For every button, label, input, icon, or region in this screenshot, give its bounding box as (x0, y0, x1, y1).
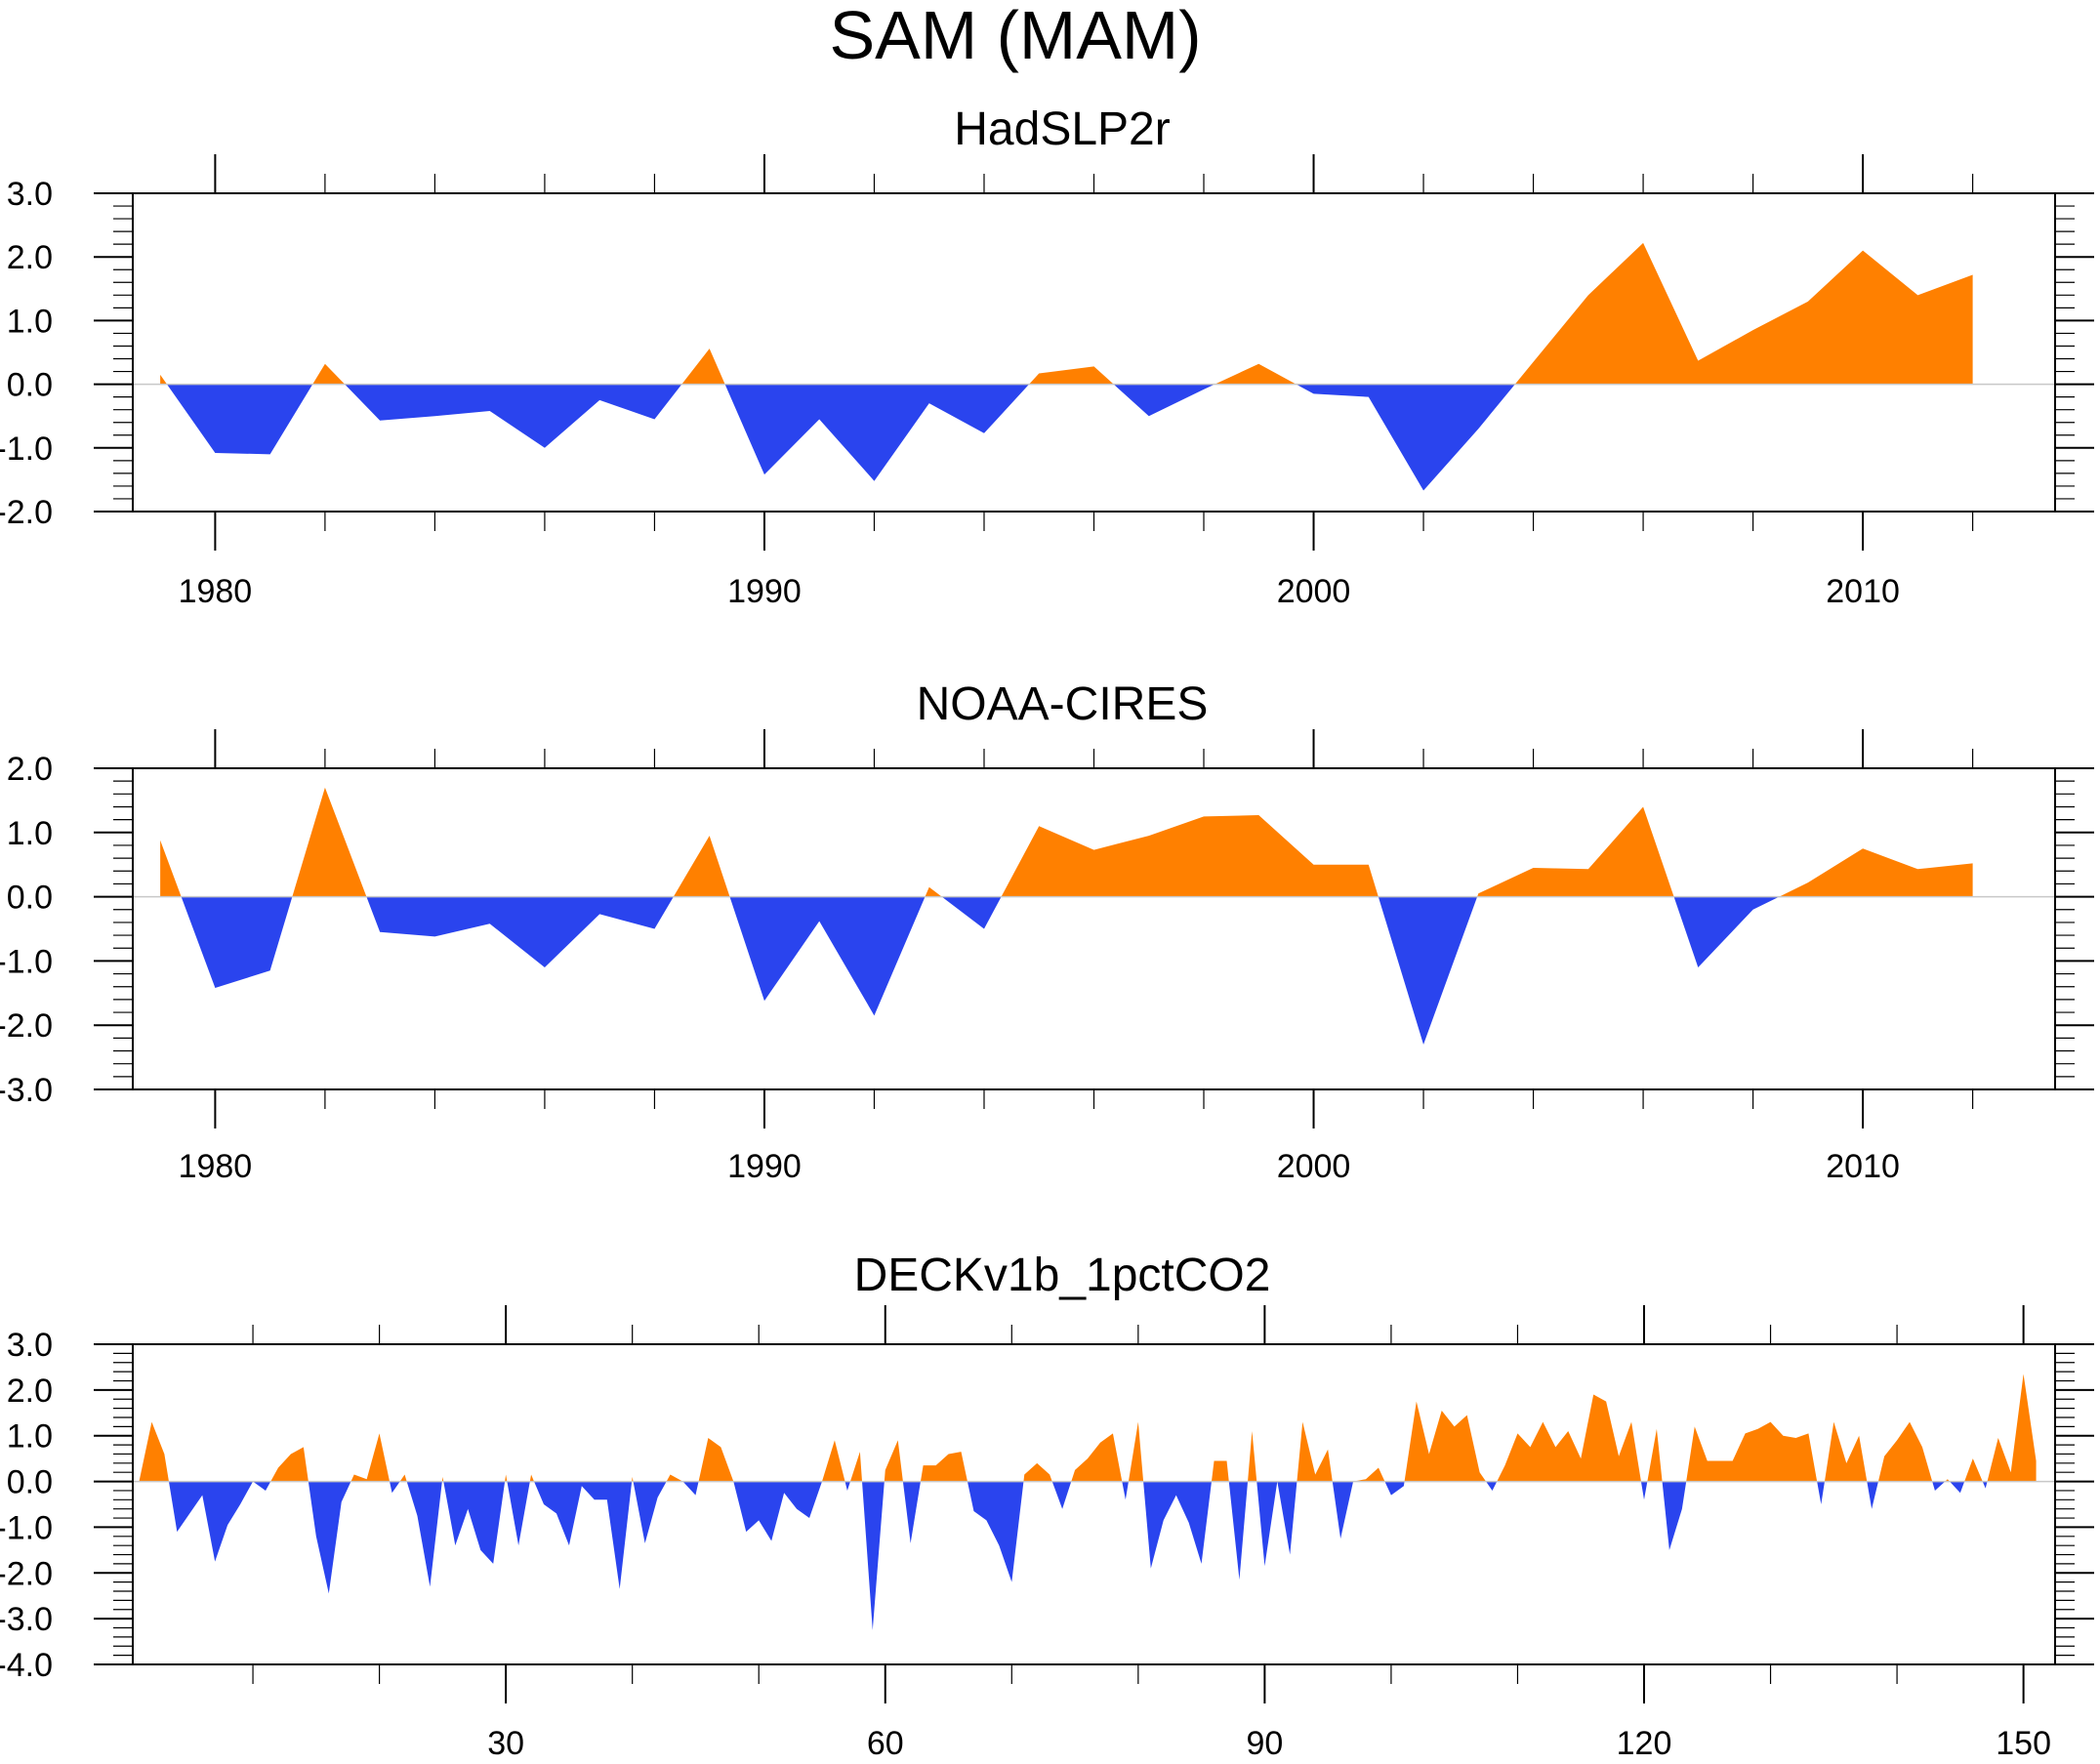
panel-title: NOAA-CIRES (917, 678, 1209, 730)
y-tick-label: 1.0 (7, 303, 53, 340)
y-tick-label: -1.0 (0, 1509, 53, 1546)
y-axis: 2.0 1.0 0.0 -1.0 -2.0 -3.0 (0, 751, 2094, 1109)
positive-area (139, 1374, 2037, 1482)
area-series (160, 242, 1973, 491)
x-tick-label: 1980 (179, 573, 253, 610)
x-tick-label: 2000 (1277, 573, 1351, 610)
y-tick-label: -3.0 (0, 1601, 53, 1638)
x-tick-label: 1980 (179, 1148, 253, 1185)
y-axis: 3.0 2.0 1.0 0.0 -1.0 -2.0 (0, 176, 2094, 531)
y-tick-label: 2.0 (7, 1373, 53, 1410)
y-tick-label: 0.0 (7, 1464, 53, 1501)
x-axis: 30 60 90 120 150 (252, 1305, 2051, 1762)
negative-area (139, 1481, 2037, 1630)
x-axis: 1980 1990 2000 2010 (179, 729, 1974, 1185)
y-tick-label: -2.0 (0, 1007, 53, 1045)
y-tick-label: 3.0 (7, 176, 53, 213)
x-tick-label: 2000 (1277, 1148, 1351, 1185)
y-tick-label: 0.0 (7, 880, 53, 917)
x-tick-label: 1990 (727, 1148, 802, 1185)
y-tick-label: -1.0 (0, 943, 53, 980)
panel-title: DECKv1b_1pctCO2 (854, 1250, 1271, 1301)
x-tick-label: 90 (1246, 1725, 1283, 1762)
y-tick-label: -2.0 (0, 494, 53, 531)
y-tick-label: -4.0 (0, 1647, 53, 1684)
panel-hadslp2r: HadSLP2r 3.0 2.0 1.0 0.0 -1.0 -2.0 1980 1990 20… (0, 103, 2094, 610)
area-series (139, 1374, 2037, 1630)
panel-deckv1b-1pctco2: DECKv1b_1pctCO2 3.0 2.0 1.0 0.0 -1.0 -2.0 -3.0… (0, 1250, 2094, 1762)
y-tick-label: 3.0 (7, 1327, 53, 1364)
y-tick-label: -1.0 (0, 431, 53, 468)
panel-title: HadSLP2r (954, 103, 1170, 155)
positive-area (160, 242, 1973, 385)
x-tick-label: 30 (487, 1725, 524, 1762)
plot-frame (132, 1343, 2056, 1665)
x-tick-label: 1990 (727, 573, 802, 610)
area-series (160, 787, 1973, 1045)
y-tick-label: 2.0 (7, 751, 53, 788)
y-tick-label: 0.0 (7, 367, 53, 404)
y-tick-label: 2.0 (7, 239, 53, 276)
x-tick-label: 150 (1996, 1725, 2051, 1762)
y-tick-label: 1.0 (7, 1418, 53, 1456)
y-tick-label: -3.0 (0, 1072, 53, 1109)
y-tick-label: -2.0 (0, 1555, 53, 1592)
x-tick-label: 60 (867, 1725, 904, 1762)
main-title: SAM (MAM) (829, 0, 1201, 73)
negative-area (160, 896, 1973, 1045)
y-axis: 3.0 2.0 1.0 0.0 -1.0 -2.0 -3.0 -4.0 (0, 1327, 2094, 1684)
y-tick-label: 1.0 (7, 815, 53, 852)
x-tick-label: 2010 (1826, 1148, 1900, 1185)
x-axis: 1980 1990 2000 2010 (179, 154, 1974, 610)
panel-noaa-cires: NOAA-CIRES 2.0 1.0 0.0 -1.0 -2.0 -3.0 1980 199… (0, 678, 2094, 1185)
x-tick-label: 120 (1617, 1725, 1672, 1762)
x-tick-label: 2010 (1826, 573, 1900, 610)
positive-area (160, 787, 1973, 897)
negative-area (160, 384, 1973, 491)
